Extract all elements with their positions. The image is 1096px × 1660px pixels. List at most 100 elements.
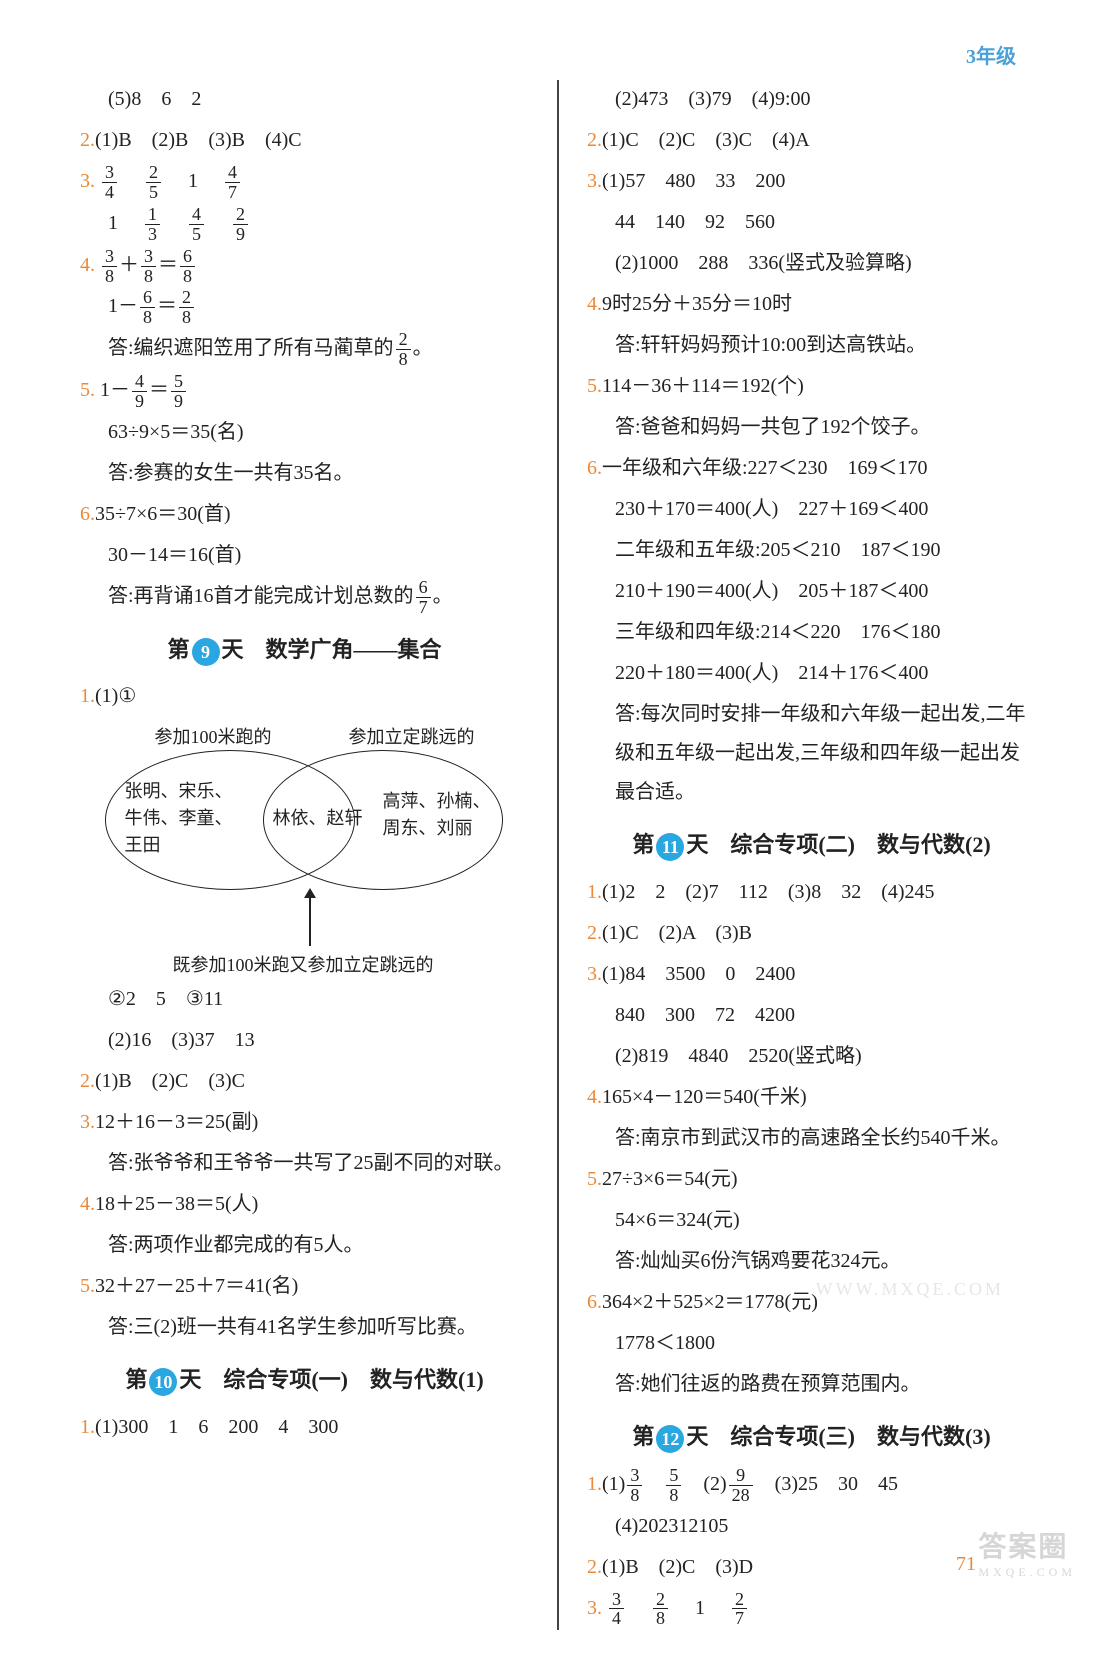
answer-line: 840 300 72 4200 xyxy=(587,996,1036,1035)
qnum: 6. xyxy=(587,457,602,479)
answer-text: (1)① xyxy=(95,685,136,707)
answer-text: (1)B (2)C (3)D xyxy=(602,1556,753,1578)
answer-line: 答:爸爸和妈妈一共包了192个饺子。 xyxy=(587,408,1036,447)
answer-text: (1)B (2)C (3)C xyxy=(95,1070,245,1092)
qnum: 3. xyxy=(587,170,602,192)
venn-arrow xyxy=(309,890,311,946)
answer-line: 44 140 92 560 xyxy=(587,203,1036,242)
answer-text: 27÷3×6＝54(元) xyxy=(602,1168,738,1190)
text-line: (5)8 6 2 xyxy=(80,80,529,119)
qnum: 4. xyxy=(80,1193,95,1215)
day-badge: 10 xyxy=(149,1368,177,1396)
page-header: 3年级 xyxy=(966,40,1016,69)
qnum: 1. xyxy=(80,1416,95,1438)
qnum: 2. xyxy=(80,1070,95,1092)
section-title-11: 第11天 综合专项(二) 数与代数(2) xyxy=(587,824,1036,867)
answer-line: 3.(1)57 480 33 200 xyxy=(587,162,1036,201)
fraction: 67 xyxy=(416,578,431,617)
left-column: (5)8 6 2 2.(1)B (2)B (3)B (4)C 3. 34 25 … xyxy=(80,80,557,1630)
answer-line: 5.114－36＋114＝192(个) xyxy=(587,367,1036,406)
answer-line: 答:两项作业都完成的有5人。 xyxy=(80,1226,529,1265)
answer-line: (2)1000 288 336(竖式及验算略) xyxy=(587,244,1036,283)
title-text: 第 xyxy=(632,1424,654,1449)
answer-text: 答:再背诵16首才能完成计划总数的 xyxy=(108,585,414,607)
answer-text: (2) xyxy=(683,1473,726,1495)
fraction: 29 xyxy=(233,205,248,244)
answer-text: (1)84 3500 0 2400 xyxy=(602,963,795,985)
fraction: 13 xyxy=(145,205,160,244)
answer-text: 35÷7×6＝30(首) xyxy=(95,503,231,525)
watermark-text: 答案圈 xyxy=(978,1532,1068,1563)
answer-line: (2)16 (3)37 13 xyxy=(80,1021,529,1060)
qnum: 2. xyxy=(587,129,602,151)
fraction: 28 xyxy=(653,1590,668,1629)
answer-line: 1.(1)300 1 6 200 4 300 xyxy=(80,1408,529,1447)
title-text: 第 xyxy=(125,1367,147,1392)
answer-line: ②2 5 ③11 xyxy=(80,980,529,1019)
watermark-url: WWW.MXQE.COM xyxy=(816,1279,1004,1300)
title-text: 天 数学广角——集合 xyxy=(222,637,442,662)
qnum: 4. xyxy=(587,293,602,315)
title-text: 天 综合专项(三) 数与代数(3) xyxy=(686,1424,990,1449)
answer-text: (1)C (2)A (3)B xyxy=(602,922,752,944)
answer-line: 3.12＋16－3＝25(副) xyxy=(80,1103,529,1142)
answer-text: 32＋27－25＋7＝41(名) xyxy=(95,1275,298,1297)
answer-text: 165×4－120＝540(千米) xyxy=(602,1086,807,1108)
qnum: 2. xyxy=(587,1556,602,1578)
answer-line: 63÷9×5＝35(名) xyxy=(80,413,529,452)
fraction: 47 xyxy=(225,163,240,202)
answer-text: 114－36＋114＝192(个) xyxy=(602,375,804,397)
answer-line: (4)202312105 xyxy=(587,1507,1036,1546)
answer-text: 答:编织遮阳笠用了所有马蔺草的 xyxy=(108,337,394,359)
qnum: 4. xyxy=(587,1086,602,1108)
fraction: 34 xyxy=(102,163,117,202)
answer-line: (2)819 4840 2520(竖式略) xyxy=(587,1037,1036,1076)
answer-line: 答:她们往返的路费在预算范围内。 xyxy=(587,1365,1036,1404)
venn-diagram: 参加100米跑的 参加立定跳远的 张明、宋乐、 牛伟、李童、 王田 林依、赵轩 … xyxy=(95,720,515,980)
answer-text: 。 xyxy=(433,585,453,607)
fraction: 68 xyxy=(140,288,155,327)
qnum: 5. xyxy=(587,375,602,397)
qnum: 2. xyxy=(80,129,95,151)
page-number: 71 xyxy=(956,1553,976,1576)
qnum: 5. xyxy=(587,1168,602,1190)
answer-line: 54×6＝324(元) xyxy=(587,1201,1036,1240)
fraction: 49 xyxy=(132,372,147,411)
answer-text: 18＋25－38＝5(人) xyxy=(95,1193,258,1215)
answer-line: 4.165×4－120＝540(千米) xyxy=(587,1078,1036,1117)
answer-line: 答:三(2)班一共有41名学生参加听写比赛。 xyxy=(80,1308,529,1347)
qnum: 6. xyxy=(80,503,95,525)
fraction: 928 xyxy=(729,1466,753,1505)
answer-text: (1)2 2 (2)7 112 (3)8 32 (4)245 xyxy=(602,881,935,903)
answer-line: 1778＜1800 xyxy=(587,1324,1036,1363)
answer-text: (1)C (2)C (3)C (4)A xyxy=(602,129,810,151)
answer-line: 2.(1)B (2)C (3)C xyxy=(80,1062,529,1101)
title-text: 第 xyxy=(632,832,654,857)
answer-line: 4.9时25分＋35分＝10时 xyxy=(587,285,1036,324)
fraction: 27 xyxy=(732,1590,747,1629)
venn-right-names: 高萍、孙楠、 周东、刘丽 xyxy=(383,788,491,842)
right-column: (2)473 (3)79 (4)9:00 2.(1)C (2)C (3)C (4… xyxy=(559,80,1036,1630)
answer-line: 1.(1)38 58 (2)928 (3)25 30 45 xyxy=(587,1465,1036,1505)
answer-text: (1)300 1 6 200 4 300 xyxy=(95,1416,338,1438)
answer-text: (1) xyxy=(602,1473,625,1495)
fraction: 68 xyxy=(180,247,195,286)
plain-num: 1 xyxy=(188,170,198,192)
answer-line: 答:张爷爷和王爷爷一共写了25副不同的对联。 xyxy=(80,1144,529,1183)
venn-mid-names: 林依、赵轩 xyxy=(273,805,363,832)
answer-text: (1)B (2)B (3)B (4)C xyxy=(95,129,302,151)
section-title-9: 第9天 数学广角——集合 xyxy=(80,629,529,672)
fraction: 28 xyxy=(396,330,411,369)
qnum: 3. xyxy=(80,170,95,192)
answer-line: 1.(1)2 2 (2)7 112 (3)8 32 (4)245 xyxy=(587,873,1036,912)
answer-line: 3. 34 25 1 47 xyxy=(80,162,529,202)
answer-line: 230＋170＝400(人) 227＋169＜400 xyxy=(587,490,1036,529)
qnum: 3. xyxy=(80,1111,95,1133)
fraction: 38 xyxy=(141,247,156,286)
qnum: 3. xyxy=(587,963,602,985)
qnum: 6. xyxy=(587,1291,602,1313)
qnum: 1. xyxy=(587,881,602,903)
answer-line: 答:灿灿买6份汽锅鸡要花324元。 xyxy=(587,1242,1036,1281)
fraction: 38 xyxy=(102,247,117,286)
section-title-12: 第12天 综合专项(三) 数与代数(3) xyxy=(587,1416,1036,1459)
